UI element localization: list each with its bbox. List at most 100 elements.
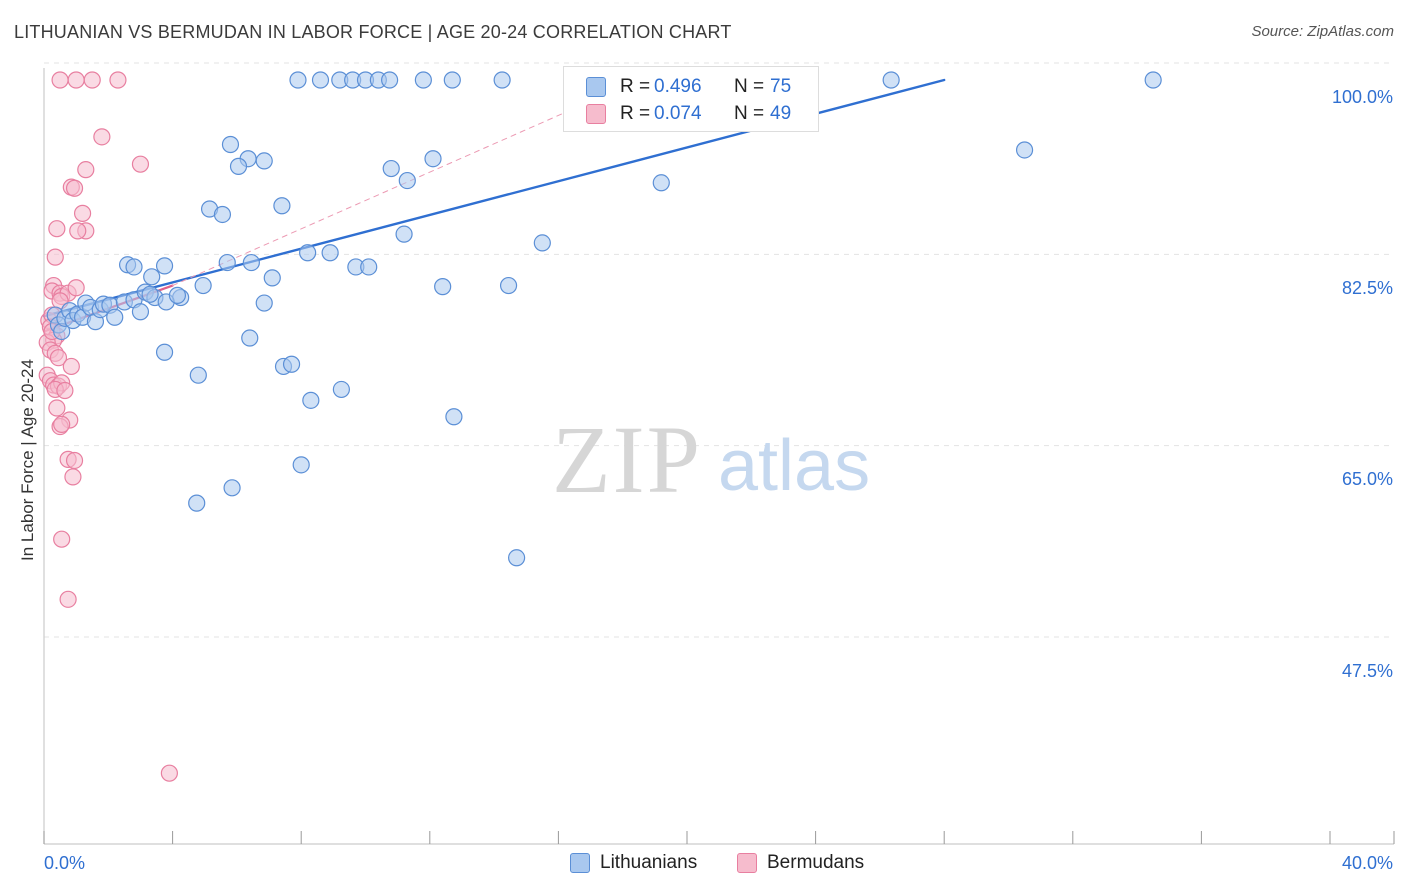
bermudan-point [65, 451, 84, 470]
axes [43, 68, 1395, 845]
lithuanian-point [299, 244, 317, 262]
source-note: Source: ZipAtlas.com [1251, 23, 1394, 40]
legend-r-label: R = [620, 76, 651, 97]
lithuanian-points [46, 71, 1162, 567]
lithuanian-point [194, 276, 212, 295]
lithuanian-point [533, 234, 551, 252]
grid-lines [44, 62, 1394, 638]
legend-n-value: 75 [770, 76, 792, 97]
legend-n-label: N = [734, 76, 765, 97]
bermudan-point [131, 155, 150, 173]
lithuanian-point [360, 258, 378, 276]
y-tick-label: 65.0% [1342, 469, 1393, 489]
lithuanian-point [141, 285, 159, 303]
lithuanian-point [242, 253, 260, 272]
legend-row-lithuanians: R = 0.496 N = 75 [586, 75, 791, 99]
legend-n-label: N = [734, 103, 765, 124]
bermudan-point [46, 248, 64, 266]
lithuanian-point [255, 294, 273, 312]
lithuanian-point [493, 71, 511, 89]
legend-r-label: R = [620, 103, 651, 124]
lithuanian-point [155, 343, 174, 361]
lithuanian-point [382, 159, 400, 178]
bermudan-point [56, 381, 74, 400]
bermudan-point [62, 357, 80, 376]
legend-r-value: 0.074 [654, 103, 702, 124]
series-legend-lithuanians[interactable]: Lithuanians [570, 852, 697, 874]
lithuanian-point [652, 174, 670, 192]
bermudan-point [69, 222, 87, 240]
lithuanian-point [218, 253, 236, 272]
y-tick-label: 47.5% [1342, 661, 1393, 681]
bermudan-point [67, 279, 85, 297]
lithuanian-point [321, 244, 339, 262]
lithuanian-point [241, 329, 259, 347]
series-label-bermudans: Bermudans [767, 852, 865, 873]
series-legend-bermudans[interactable]: Bermudans [737, 852, 864, 874]
watermark-atlas: atlas [718, 426, 870, 506]
lithuanian-point [155, 257, 174, 275]
y-tick-label: 100.0% [1332, 87, 1393, 107]
lithuanian-point [445, 408, 463, 426]
series-swatch-bermudans [737, 853, 757, 873]
lithuanian-point [188, 494, 206, 512]
lithuanian-point [223, 479, 241, 497]
lithuanian-point [106, 308, 124, 326]
lithuanian-point [168, 286, 187, 304]
legend-swatch-bermudans [586, 104, 606, 124]
lithuanian-point [125, 258, 143, 276]
bermudan-point [67, 71, 85, 89]
lithuanian-point [508, 549, 526, 567]
bermudan-point [53, 415, 71, 433]
legend-swatch-lithuanians [586, 77, 606, 97]
lithuanian-point [1144, 71, 1162, 89]
bermudan-point [83, 71, 101, 89]
lithuanian-point [289, 71, 307, 89]
legend-n-value: 49 [770, 103, 792, 124]
lithuanian-point [273, 197, 291, 215]
lithuanian-point [292, 456, 310, 474]
lithuanian-point [311, 71, 330, 89]
lithuanian-point [213, 205, 232, 224]
lithuanian-point [424, 150, 442, 168]
lithuanian-point [443, 71, 461, 89]
bermudan-point [53, 530, 71, 548]
series-swatch-lithuanians [570, 853, 590, 873]
lithuanian-point [282, 355, 301, 373]
x-tick-label: 0.0% [44, 853, 85, 873]
bermudan-point [65, 179, 84, 197]
lithuanian-point [1015, 141, 1034, 159]
bermudan-point [59, 590, 77, 608]
x-tick-label: 40.0% [1342, 853, 1393, 873]
bermudan-point [160, 764, 178, 782]
bermudan-point [48, 399, 66, 417]
lithuanian-point [414, 71, 432, 89]
y-axis-title: In Labor Force | Age 20-24 [18, 359, 37, 561]
bermudan-point [49, 349, 68, 367]
lithuanian-point [229, 157, 248, 175]
lithuanian-point [131, 303, 150, 321]
legend-row-bermudans: R = 0.074 N = 49 [586, 102, 791, 126]
lithuanian-point [499, 276, 518, 295]
bermudan-point [93, 128, 111, 146]
y-tick-label: 82.5% [1342, 278, 1393, 298]
lithuanian-point [381, 71, 399, 89]
series-label-lithuanians: Lithuanians [600, 852, 698, 873]
bermudan-point [109, 71, 127, 89]
lithuanian-point [255, 152, 273, 170]
correlation-legend: R = 0.496 N = 75 R = 0.074 N = 49 [563, 66, 819, 132]
lithuanian-point [332, 380, 350, 399]
lithuanian-point [395, 225, 413, 243]
series-legend: Lithuanians Bermudans [0, 852, 1406, 876]
bermudan-point [73, 204, 92, 222]
lithuanian-point [221, 135, 240, 154]
lithuanian-point [302, 391, 320, 409]
watermark: ZIP atlas [552, 406, 870, 513]
lithuanian-point [398, 171, 416, 190]
tick-labels: 47.5% 65.0% 82.5% 100.0% 0.0% 40.0% [44, 87, 1393, 873]
lithuanian-point [189, 366, 207, 384]
bermudan-point [64, 468, 82, 486]
lithuanian-point [263, 269, 281, 287]
bermudan-point [77, 161, 95, 179]
watermark-zip: ZIP [552, 406, 702, 513]
